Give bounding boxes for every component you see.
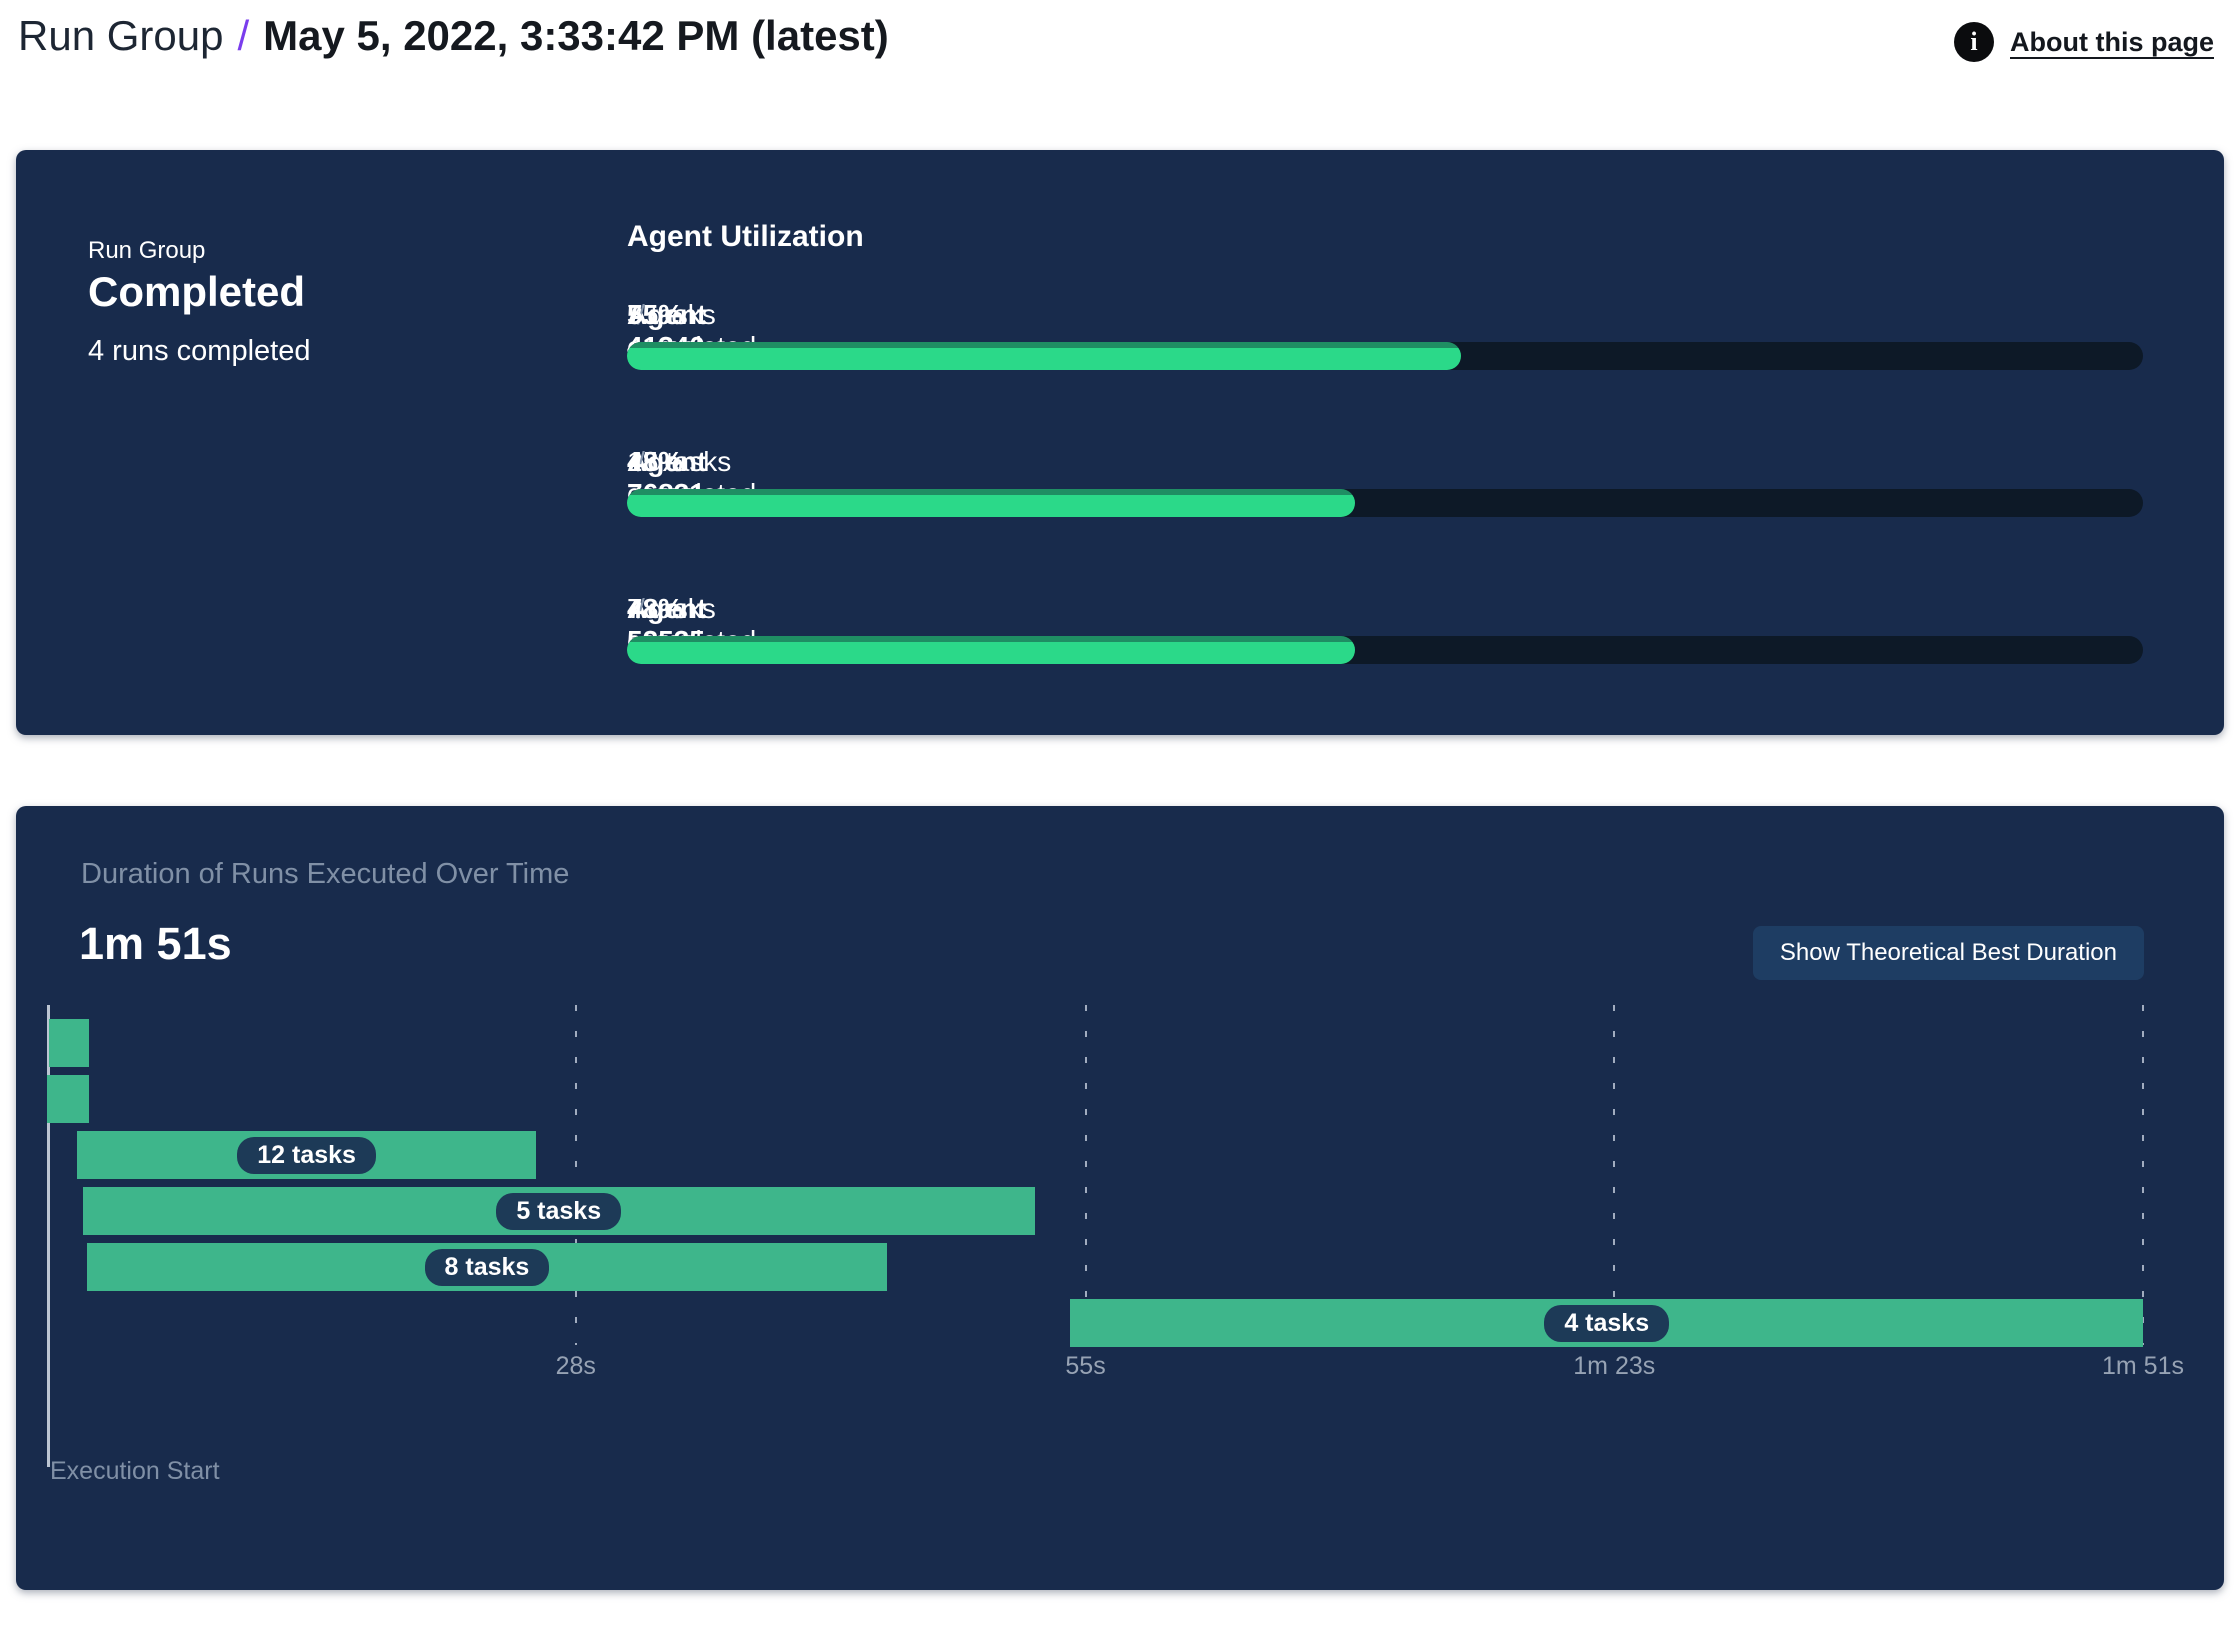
agent-utilization-row: Agent 41340/7 tasks completed55% — [627, 294, 2143, 441]
agent-label-separator: / — [637, 593, 645, 624]
about-this-page-link[interactable]: i About this page — [1954, 22, 2214, 62]
gantt-run-bar: 5 tasks — [82, 1187, 1035, 1235]
gantt-gridline — [2142, 1005, 2144, 1345]
run-group-label: Run Group — [88, 237, 206, 264]
gantt-run-bar: 12 tasks — [77, 1131, 537, 1179]
utilization-progress-track — [627, 342, 2143, 370]
gantt-gridline — [574, 1005, 577, 1345]
runs-completed-summary: 4 runs completed — [88, 335, 311, 367]
gantt-axis-tick-label: 1m 23s — [1573, 1352, 1656, 1380]
execution-start-label: Execution Start — [50, 1457, 220, 1485]
gantt-run-bar: 8 tasks — [86, 1243, 888, 1291]
agent-label-separator: / — [637, 446, 645, 477]
execution-start-axis-line — [47, 1005, 50, 1467]
status-badge: Completed — [88, 268, 306, 315]
utilization-progress-track — [627, 636, 2143, 664]
gantt-task-count-chip: 4 tasks — [1544, 1304, 1670, 1342]
duration-chart-title: Duration of Runs Executed Over Time — [81, 858, 570, 890]
run-group-status-panel: Run Group Completed 4 runs completed Age… — [16, 150, 2224, 735]
gantt-run-bar — [48, 1019, 89, 1067]
gantt-axis-tick-label: 28s — [555, 1352, 596, 1380]
agent-utilization-row: Agent 52535/7 tasks completed48% — [627, 588, 2143, 735]
utilization-progress-track — [627, 489, 2143, 517]
page-header: Run Group / May 5, 2022, 3:33:42 PM (lates… — [18, 12, 889, 60]
agent-utilization-list: Agent 41340/7 tasks completed55%Agent 76… — [627, 294, 2143, 735]
gantt-run-bar — [47, 1075, 89, 1123]
about-link-label: About this page — [2010, 26, 2214, 57]
duration-panel: Duration of Runs Executed Over Time 1m 5… — [16, 806, 2224, 1590]
agent-utilization-row: Agent 76831/15 tasks completed48% — [627, 441, 2143, 588]
gantt-gridline — [1084, 1005, 1087, 1345]
utilization-progress-fill — [627, 489, 1355, 517]
gantt-run-bar: 4 tasks — [1070, 1299, 2143, 1347]
gantt-task-count-chip: 8 tasks — [424, 1248, 550, 1286]
agent-utilization-percent: 55% — [627, 299, 684, 330]
info-icon: i — [1954, 22, 1994, 62]
breadcrumb: Run Group — [18, 12, 224, 59]
agent-label-separator: / — [637, 299, 645, 330]
gantt-axis-tick-label: 55s — [1065, 1352, 1106, 1380]
agent-utilization-heading: Agent Utilization — [627, 220, 864, 253]
gantt-chart: 28s 55s 1m 23s 1m 51s 12 tasks 5 tasks 8 tasks… — [47, 1005, 2184, 1425]
gantt-task-count-chip: 12 tasks — [237, 1136, 376, 1174]
breadcrumb-separator: / — [237, 12, 250, 59]
agent-utilization-percent: 48% — [627, 593, 684, 624]
total-duration-value: 1m 51s — [79, 918, 232, 969]
gantt-task-count-chip: 5 tasks — [496, 1192, 622, 1230]
gantt-axis-tick-label: 1m 51s — [2102, 1352, 2184, 1380]
page-title: May 5, 2022, 3:33:42 PM (latest) — [263, 12, 889, 59]
utilization-progress-fill — [627, 342, 1461, 370]
gantt-gridline — [1613, 1005, 1616, 1345]
utilization-progress-fill — [627, 636, 1355, 664]
agent-utilization-percent: 48% — [627, 446, 684, 477]
show-theoretical-best-duration-button[interactable]: Show Theoretical Best Duration — [1752, 926, 2144, 980]
